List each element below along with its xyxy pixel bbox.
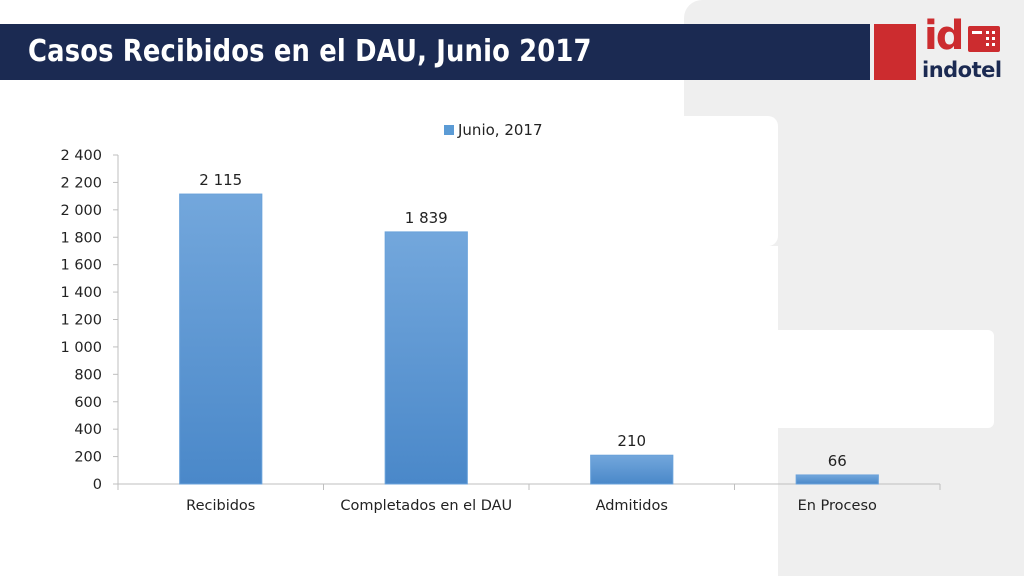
y-tick-label: 1 600	[60, 258, 102, 274]
data-label: 66	[828, 452, 847, 470]
y-tick-label: 200	[74, 450, 102, 466]
logo-mark: id	[924, 13, 964, 59]
x-tick-label: Recibidos	[186, 498, 255, 514]
data-label: 2 115	[199, 171, 242, 189]
y-tick-label: 2 200	[60, 175, 102, 191]
background-white-card	[726, 330, 994, 428]
background-white-corner	[684, 500, 778, 576]
bar	[795, 474, 879, 485]
bar	[384, 231, 468, 485]
legend: Junio, 2017	[444, 121, 543, 139]
x-tick-label: En Proceso	[798, 498, 877, 514]
logo-grid-icon	[968, 26, 1000, 52]
data-label: 1 839	[405, 209, 448, 227]
background-white-cutout	[684, 116, 778, 246]
y-tick-label: 800	[74, 367, 102, 383]
x-tick-label: Admitidos	[596, 498, 668, 514]
bar	[179, 193, 263, 485]
y-tick-label: 2 000	[60, 203, 102, 219]
y-tick-label: 1 000	[60, 340, 102, 356]
y-tick-label: 600	[74, 395, 102, 411]
y-tick-label: 1 800	[60, 230, 102, 246]
y-tick-label: 400	[74, 422, 102, 438]
y-axis: 0 200 400 600 800 1 000 1 200 1 400 1 600 1 800 2 …	[60, 148, 119, 493]
logo-red-block	[874, 24, 916, 80]
x-axis: Recibidos Completados en el DAU Admitidos E…	[117, 483, 941, 514]
bars: 2 115 1 839 210 66	[179, 171, 879, 485]
logo-wordmark: indotel	[922, 58, 1002, 82]
legend-swatch	[444, 125, 454, 135]
y-tick-label: 1 200	[60, 313, 102, 329]
y-tick-label: 2 400	[60, 148, 102, 164]
x-tick-label: Completados en el DAU	[340, 498, 512, 514]
data-label: 210	[617, 432, 646, 450]
title-bar	[0, 24, 870, 80]
page-title: Casos Recibidos en el DAU, Junio 2017	[28, 34, 592, 69]
bar	[590, 454, 674, 485]
legend-label: Junio, 2017	[457, 121, 543, 139]
y-tick-label: 0	[93, 477, 102, 493]
y-tick-label: 1 400	[60, 285, 102, 301]
